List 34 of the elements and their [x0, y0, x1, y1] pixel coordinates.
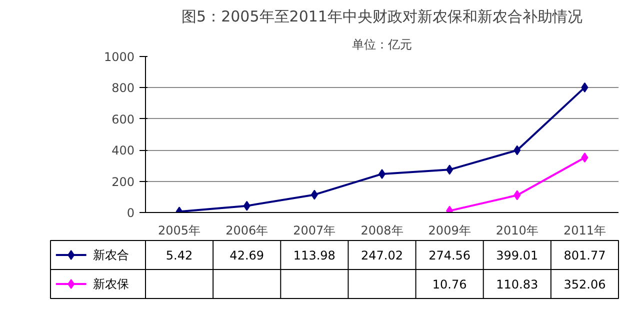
point	[243, 200, 250, 211]
x-tick-label: 2011年	[563, 224, 606, 238]
data-label: 274.56	[428, 248, 471, 262]
point	[310, 190, 318, 200]
y-tick-label: 800	[112, 81, 134, 96]
chart-title: 图5：2005年至2011年中央财政对新农保和新农合补助情况	[182, 8, 582, 26]
legend-label: 新农保	[93, 277, 130, 291]
data-label: 110.83	[496, 278, 538, 292]
point	[581, 82, 588, 92]
x-tick-label: 2006年	[226, 224, 268, 238]
point	[514, 190, 521, 200]
data-label: 5.42	[166, 248, 193, 262]
x-tick-label: 2009年	[428, 224, 471, 238]
y-tick-label: 600	[112, 112, 134, 126]
x-tick-label: 2007年	[293, 224, 336, 238]
data-label: 113.98	[293, 248, 336, 262]
x-tick-label: 2008年	[360, 224, 404, 238]
data-label: 10.76	[432, 278, 467, 292]
y-tick-label: 0	[126, 206, 135, 220]
y-tick-label: 400	[112, 144, 134, 158]
data-label: 399.01	[496, 248, 538, 262]
data-label: 42.69	[230, 248, 264, 262]
y-tick-label: 1000	[104, 50, 135, 64]
point	[581, 152, 588, 163]
point	[514, 145, 521, 156]
point	[446, 164, 454, 175]
x-tick-label: 2005年	[158, 224, 201, 238]
legend-label: 新农合	[93, 248, 130, 262]
data-label: 352.06	[564, 278, 606, 292]
x-tick-label: 2010年	[496, 224, 538, 238]
y-tick-label: 200	[112, 174, 134, 189]
data-label: 801.77	[564, 248, 606, 262]
chart-subtitle: 单位：亿元	[352, 38, 412, 52]
data-label: 247.02	[361, 248, 404, 262]
